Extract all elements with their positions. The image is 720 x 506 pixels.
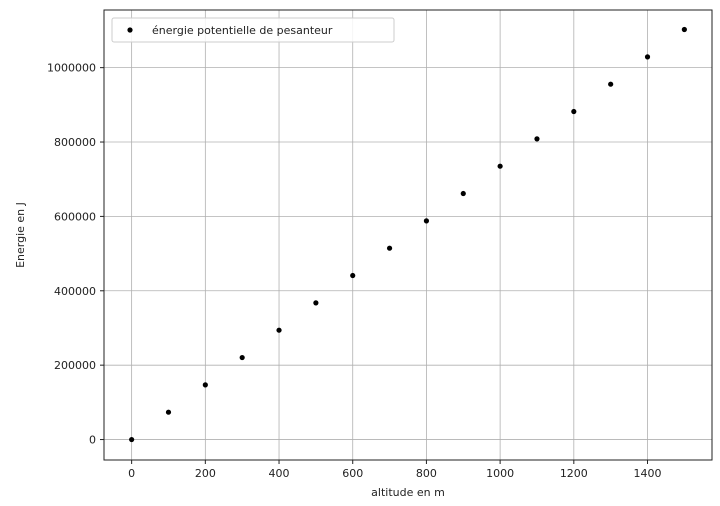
legend-label: énergie potentielle de pesanteur <box>152 24 333 37</box>
data-point <box>608 81 614 87</box>
x-tick-label: 600 <box>342 467 363 480</box>
data-point <box>534 136 540 142</box>
x-tick-label: 400 <box>269 467 290 480</box>
x-tick-label: 1200 <box>560 467 588 480</box>
data-point <box>386 245 393 251</box>
data-point <box>313 300 319 306</box>
x-tick-label: 1000 <box>486 467 514 480</box>
y-tick-label: 800000 <box>54 136 96 149</box>
legend: énergie potentielle de pesanteur <box>111 17 395 43</box>
x-axis-label: altitude en m <box>371 486 445 499</box>
y-tick-label: 0 <box>89 434 96 447</box>
data-point <box>423 218 430 224</box>
data-point <box>571 108 577 115</box>
legend-box <box>111 17 395 43</box>
data-point <box>202 382 208 388</box>
data-point <box>276 327 282 333</box>
y-tick-label: 400000 <box>54 285 96 298</box>
data-point <box>350 272 356 279</box>
x-tick-label: 200 <box>195 467 216 480</box>
data-point <box>129 436 135 443</box>
data-point <box>165 409 172 415</box>
data-point <box>497 163 503 169</box>
legend-marker <box>127 27 133 33</box>
x-tick-label: 800 <box>416 467 437 480</box>
y-tick-label: 1000000 <box>47 62 96 75</box>
x-tick-label: 0 <box>128 467 135 480</box>
y-tick-label: 200000 <box>54 359 96 372</box>
data-point <box>460 190 466 197</box>
data-point <box>239 354 245 361</box>
y-tick-label: 600000 <box>54 210 96 223</box>
y-axis-label: Energie en J <box>14 202 27 268</box>
x-tick-label: 1400 <box>634 467 662 480</box>
data-points <box>129 26 687 443</box>
grid <box>104 10 712 460</box>
data-point <box>681 26 687 33</box>
data-point <box>644 54 651 60</box>
axis-ticks: 0 200 400 600 800 1000 1200 1400 0 200000 400000 60… <box>47 62 662 480</box>
plot-frame <box>103 9 713 461</box>
